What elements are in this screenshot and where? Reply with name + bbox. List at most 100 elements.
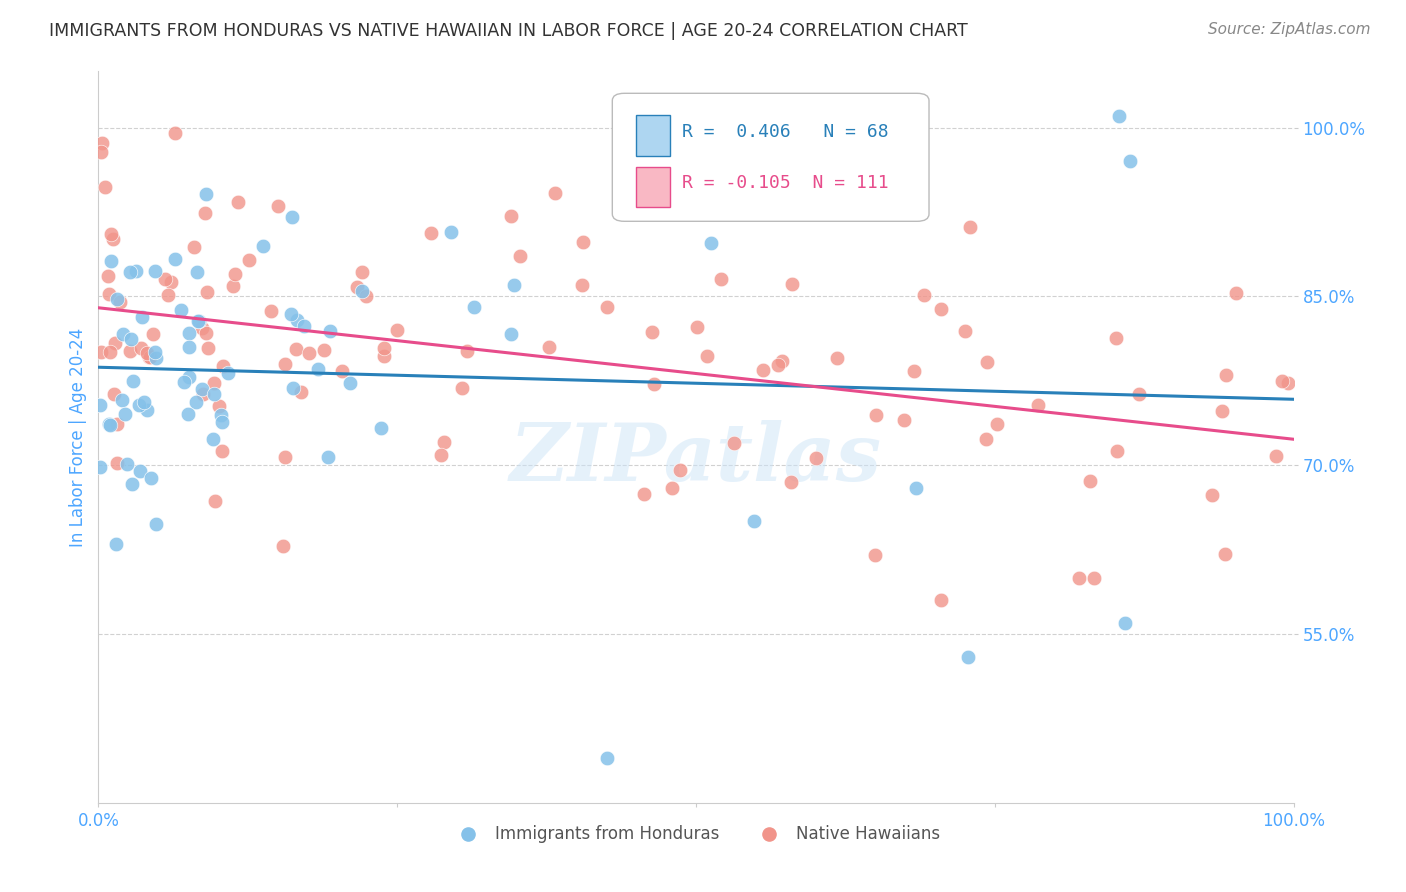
Point bbox=[191, 382, 214, 396]
Text: R =  0.406   N = 68: R = 0.406 N = 68 bbox=[682, 123, 889, 141]
Point bbox=[1201, 488, 1223, 502]
Point bbox=[356, 289, 378, 303]
Point bbox=[1026, 398, 1049, 412]
Point bbox=[112, 326, 135, 341]
Point bbox=[780, 277, 803, 291]
Point bbox=[742, 515, 765, 529]
Point bbox=[266, 199, 288, 213]
Point bbox=[105, 456, 128, 470]
Point bbox=[98, 287, 121, 301]
Point bbox=[710, 272, 733, 286]
Point bbox=[929, 301, 952, 316]
Point bbox=[105, 293, 128, 307]
Point bbox=[139, 471, 162, 485]
Point bbox=[138, 350, 160, 364]
Point bbox=[97, 417, 120, 432]
Point bbox=[121, 476, 143, 491]
Point bbox=[419, 226, 441, 240]
Point bbox=[1211, 404, 1233, 418]
Point bbox=[111, 392, 134, 407]
Point bbox=[173, 375, 195, 389]
Point bbox=[537, 340, 560, 354]
Point bbox=[281, 381, 304, 395]
Point bbox=[104, 537, 127, 551]
Point bbox=[433, 435, 456, 450]
Point bbox=[108, 294, 131, 309]
Point bbox=[373, 349, 395, 363]
Point bbox=[686, 320, 709, 334]
Point bbox=[986, 417, 1008, 431]
Point bbox=[105, 417, 128, 432]
Point bbox=[177, 370, 200, 384]
Point bbox=[103, 387, 125, 401]
Point bbox=[571, 277, 593, 292]
Point bbox=[373, 341, 395, 355]
Point bbox=[451, 381, 474, 395]
Point bbox=[202, 432, 225, 446]
Point bbox=[780, 475, 803, 490]
Point bbox=[195, 285, 218, 300]
Point bbox=[768, 359, 790, 373]
Point bbox=[669, 463, 692, 477]
Point bbox=[208, 399, 231, 413]
Point bbox=[184, 394, 207, 409]
Point bbox=[912, 288, 935, 302]
Point bbox=[114, 407, 136, 421]
Point bbox=[298, 346, 321, 360]
Point bbox=[186, 265, 208, 279]
Point bbox=[931, 593, 953, 607]
Point bbox=[456, 344, 478, 359]
Point bbox=[160, 275, 183, 289]
Point bbox=[1213, 547, 1236, 561]
Point bbox=[905, 481, 928, 495]
Point bbox=[90, 136, 112, 150]
Y-axis label: In Labor Force | Age 20-24: In Labor Force | Age 20-24 bbox=[69, 327, 87, 547]
Point bbox=[143, 344, 166, 359]
Point bbox=[1067, 571, 1090, 585]
Point bbox=[100, 418, 122, 433]
Point bbox=[100, 253, 122, 268]
Point bbox=[238, 253, 260, 268]
Point bbox=[641, 325, 664, 339]
Point bbox=[211, 443, 233, 458]
Point bbox=[179, 326, 201, 340]
Point bbox=[339, 376, 361, 391]
Point bbox=[633, 487, 655, 501]
Point bbox=[1225, 286, 1247, 301]
Point bbox=[188, 314, 211, 328]
Text: ZIPatlas: ZIPatlas bbox=[510, 420, 882, 498]
Point bbox=[307, 361, 329, 376]
Point bbox=[316, 450, 339, 465]
Point bbox=[153, 272, 176, 286]
Point bbox=[509, 249, 531, 263]
Point bbox=[197, 341, 219, 355]
Point bbox=[501, 327, 523, 342]
Bar bbox=[637, 167, 669, 208]
Point bbox=[170, 302, 193, 317]
Point bbox=[499, 209, 522, 223]
Point bbox=[700, 236, 723, 251]
Point bbox=[1271, 374, 1294, 388]
Point bbox=[1264, 449, 1286, 463]
Point bbox=[285, 313, 308, 327]
Point bbox=[221, 278, 243, 293]
Point bbox=[97, 269, 120, 284]
Point bbox=[89, 460, 111, 475]
Point bbox=[1215, 368, 1237, 382]
Point bbox=[1105, 444, 1128, 458]
Point bbox=[204, 494, 226, 508]
Point bbox=[1119, 153, 1142, 168]
Point bbox=[90, 344, 112, 359]
Point bbox=[132, 395, 155, 409]
Point bbox=[202, 387, 225, 401]
Point bbox=[143, 264, 166, 278]
Point bbox=[177, 407, 200, 421]
Point bbox=[118, 265, 141, 279]
Point bbox=[211, 415, 233, 429]
Legend: Immigrants from Honduras, Native Hawaiians: Immigrants from Honduras, Native Hawaiia… bbox=[446, 818, 946, 849]
Point bbox=[142, 327, 165, 342]
Point bbox=[385, 323, 408, 337]
Point bbox=[104, 336, 127, 351]
Point bbox=[976, 355, 998, 369]
Point bbox=[89, 398, 111, 412]
